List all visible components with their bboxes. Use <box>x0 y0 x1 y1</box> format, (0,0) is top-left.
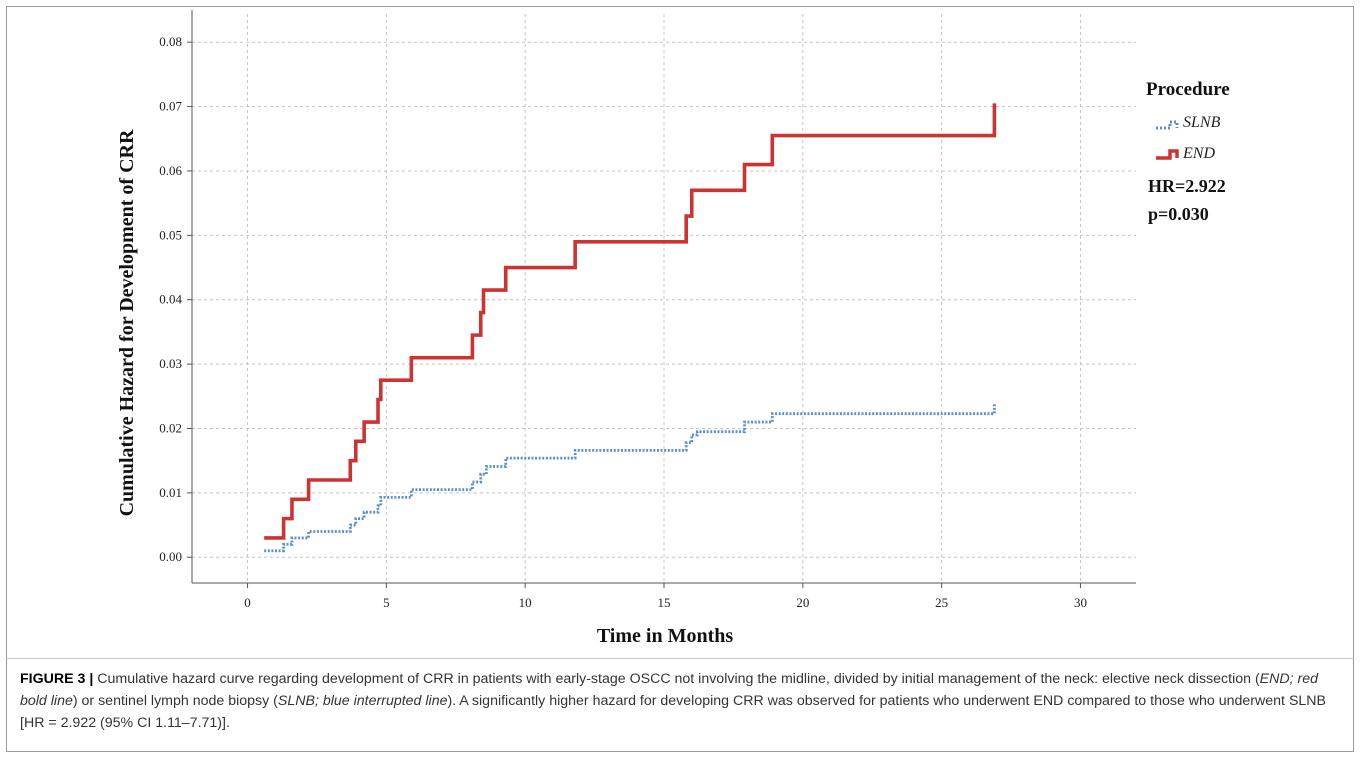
y-tick-label: 0.01 <box>159 485 182 500</box>
p-value-annotation: p=0.030 <box>1148 204 1209 224</box>
y-tick-label: 0.07 <box>159 99 182 114</box>
x-tick-label: 20 <box>796 595 809 610</box>
axes <box>187 10 1136 588</box>
y-tick-label: 0.02 <box>159 420 182 435</box>
figure-label: FIGURE 3 | <box>20 671 94 687</box>
y-tick-label: 0.08 <box>159 34 182 49</box>
x-tick-label: 30 <box>1074 595 1087 610</box>
x-tick-label: 15 <box>658 595 671 610</box>
y-tick-label: 0.00 <box>159 549 182 564</box>
figure-frame <box>6 6 1354 752</box>
legend-label-end: END <box>1182 145 1215 162</box>
caption-emphasis-2: SLNB; blue interrupted line <box>277 693 448 709</box>
series-line-end <box>264 103 997 540</box>
x-tick-label: 25 <box>935 595 948 610</box>
series-group <box>264 103 997 553</box>
legend-swatch-end <box>1156 149 1179 160</box>
x-tick-label: 5 <box>383 595 390 610</box>
legend-label-slnb: SLNB <box>1183 114 1221 131</box>
x-axis-title: Time in Months <box>597 625 734 647</box>
y-tick-label: 0.06 <box>159 163 182 178</box>
caption-separator <box>6 658 1354 659</box>
legend-swatch-slnb <box>1156 120 1179 130</box>
legend: Procedure SLNB END <box>1146 79 1230 162</box>
caption-text-2: ) or sentinel lymph node biopsy ( <box>72 693 278 709</box>
x-tick-label: 0 <box>244 595 251 610</box>
hazard-ratio-annotation: HR=2.922 <box>1148 176 1226 196</box>
y-axis-title: Cumulative Hazard for Development of CRR <box>116 129 138 516</box>
y-tick-label: 0.03 <box>159 356 182 371</box>
caption-emphasis-1: END; red bold line <box>20 671 1319 709</box>
grid-lines <box>192 14 1136 583</box>
x-tick-label: 10 <box>519 595 532 610</box>
series-line-slnb <box>264 402 996 553</box>
chart-svg: 0 5 10 15 20 25 30 0.000.010.020.030.040.050.0… <box>116 10 1230 647</box>
y-tick-label: 0.04 <box>159 292 182 307</box>
figure-caption: FIGURE 3 | Cumulative hazard curve regar… <box>20 668 1340 734</box>
caption-text-1: Cumulative hazard curve regarding develo… <box>93 671 1260 687</box>
legend-title: Procedure <box>1146 79 1230 100</box>
y-tick-labels: 0.00 0.01 0.02 0.03 0.04 0.05 0.06 0.07 0.08 <box>159 34 182 564</box>
y-tick-label: 0.05 <box>159 227 182 242</box>
x-tick-labels: 0 5 10 15 20 25 30 <box>244 595 1087 610</box>
caption-text-3: ). A significantly higher hazard for dev… <box>20 693 1327 731</box>
